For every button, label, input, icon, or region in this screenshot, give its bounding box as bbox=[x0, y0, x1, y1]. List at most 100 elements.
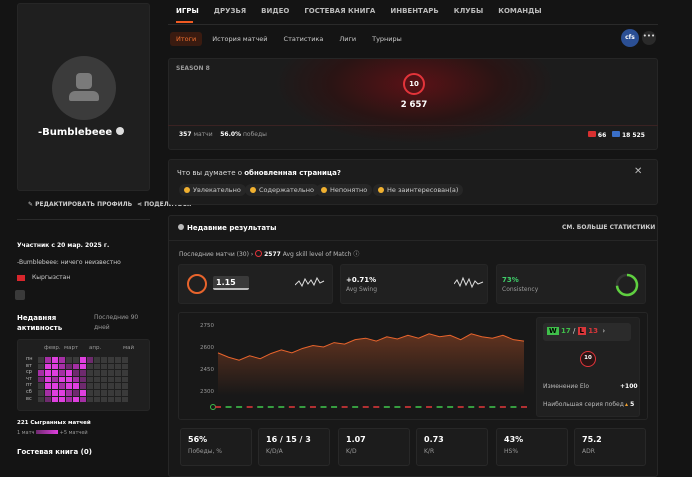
activity-cell bbox=[122, 390, 128, 396]
option-text: Не заинтересован(а) bbox=[387, 186, 459, 194]
activity-cell bbox=[52, 383, 58, 389]
survey-option[interactable]: Увлекательно bbox=[179, 184, 246, 196]
elo-change: +100 bbox=[620, 383, 638, 390]
activity-cell bbox=[73, 357, 79, 363]
swing-sparkline bbox=[454, 276, 484, 289]
nav-tab[interactable]: ИГРЫ bbox=[176, 7, 199, 15]
stat-label: K/D bbox=[346, 448, 357, 455]
season-stats: 357 матчи 56.0% победы bbox=[179, 131, 267, 138]
more-stats-link[interactable]: СМ. БОЛЬШЕ СТАТИСТИКИ bbox=[562, 224, 656, 231]
close-button[interactable]: ✕ bbox=[634, 166, 643, 177]
activity-cell bbox=[87, 383, 93, 389]
activity-cell bbox=[94, 357, 100, 363]
last-matches[interactable]: Последние матчи (30) bbox=[179, 251, 249, 258]
elo-change-label: Изменение Elo bbox=[543, 383, 590, 390]
edit-profile-button[interactable]: ✎ РЕДАКТИРОВАТЬ ПРОФИЛЬ bbox=[28, 201, 133, 208]
activity-title: Недавняя активность bbox=[17, 314, 63, 332]
activity-cell bbox=[59, 370, 65, 376]
activity-cell bbox=[38, 363, 44, 370]
sub-tab[interactable]: Турниры bbox=[372, 35, 402, 43]
sub-tab[interactable]: История матчей bbox=[212, 35, 268, 43]
day-label: вт bbox=[26, 362, 32, 369]
steam-icon[interactable] bbox=[15, 290, 25, 300]
survey-option[interactable]: Не заинтересован(а) bbox=[373, 184, 464, 196]
activity-cell bbox=[108, 363, 114, 370]
bio: -Bumblebeee: ничего неизвестно bbox=[17, 259, 121, 266]
matches-label: матчи bbox=[193, 131, 213, 138]
season-title: SEASON 8 bbox=[176, 65, 210, 72]
matches-count: 357 bbox=[179, 131, 192, 138]
recent-divider bbox=[168, 240, 658, 241]
activity-cell bbox=[66, 396, 72, 403]
activity-cell bbox=[94, 370, 100, 376]
activity-period: Последние 90 дней bbox=[94, 314, 139, 331]
activity-cell bbox=[80, 376, 86, 383]
nav-tab[interactable]: КОМАНДЫ bbox=[498, 7, 542, 15]
nav-tab[interactable]: КЛУБЫ bbox=[453, 7, 484, 15]
rating-value: 1.15 bbox=[213, 276, 249, 290]
stat-a: 66 bbox=[597, 132, 607, 139]
stat-value: 43% bbox=[504, 435, 524, 444]
activity-cell bbox=[73, 370, 79, 376]
activity-cell bbox=[108, 370, 114, 376]
sub-tab[interactable]: Лиги bbox=[339, 35, 357, 43]
activity-cell bbox=[73, 363, 79, 370]
avatar bbox=[52, 56, 116, 120]
rating-icon bbox=[187, 274, 207, 294]
survey-option[interactable]: Непонятно bbox=[316, 184, 373, 196]
activity-cell bbox=[108, 390, 114, 396]
day-label: пт bbox=[26, 382, 33, 389]
heatmap: февр. март апр. май пн вт ср чт пт сб вс bbox=[17, 339, 150, 411]
survey-option[interactable]: Содержательно bbox=[245, 184, 319, 196]
sub-tab[interactable]: Статистика bbox=[283, 35, 324, 43]
activity-cell bbox=[101, 383, 107, 389]
stat-card: 16 / 15 / 3 K/D/A bbox=[258, 428, 330, 466]
activity-cell bbox=[101, 370, 107, 376]
activity-cell bbox=[52, 363, 58, 370]
nav-tab[interactable]: ГОСТЕВАЯ КНИГА bbox=[304, 7, 376, 15]
avg-skill-row: Последние матчи (30) › 2577 Avg skill le… bbox=[179, 250, 360, 258]
option-icon bbox=[378, 187, 384, 193]
day-label: сб bbox=[26, 389, 32, 395]
nav-tab[interactable]: ИНВЕНТАРЬ bbox=[390, 7, 439, 15]
nav-tab[interactable]: ВИДЕО bbox=[261, 7, 290, 15]
swing-value: +0.71% bbox=[346, 276, 377, 284]
activity-cell bbox=[80, 390, 86, 396]
question-bold: обновленная страница? bbox=[244, 169, 341, 177]
share-button[interactable]: ⋖ ПОДЕЛИТЬСЯ bbox=[137, 201, 192, 208]
stat-value: 56% bbox=[188, 435, 208, 444]
sub-tab[interactable]: Итоги bbox=[170, 32, 203, 46]
y-tick-label: 2750 bbox=[200, 323, 214, 329]
guestbook: Гостевая книга (0) bbox=[17, 448, 92, 456]
nav-tab[interactable]: ДРУЗЬЯ bbox=[213, 7, 247, 15]
win-loss: W 17 / L 13 › bbox=[543, 323, 631, 341]
legend-min: 1 матч bbox=[17, 430, 35, 436]
country: Кыргызстан bbox=[32, 274, 71, 281]
consistency-card bbox=[496, 264, 646, 304]
option-icon bbox=[250, 187, 256, 193]
consistency-label: Consistency bbox=[502, 286, 539, 293]
activity-cell bbox=[94, 376, 100, 383]
day-label: пн bbox=[26, 356, 33, 362]
member-since: Участник с 20 мар. 2025 г. bbox=[17, 242, 110, 249]
team-badge[interactable]: cfs bbox=[621, 29, 639, 47]
avg-skill-label: Avg skill level of Match bbox=[282, 251, 352, 258]
month-label: апр. bbox=[89, 345, 102, 351]
summary-level: 10 bbox=[580, 351, 596, 367]
elo-chart: 2750 2600 2450 2300 bbox=[200, 323, 527, 410]
activity-cell bbox=[101, 376, 107, 383]
activity-cell bbox=[66, 363, 72, 370]
activity-legend: 1 матч +5 матчей bbox=[17, 430, 88, 436]
activity-cell bbox=[66, 383, 72, 389]
activity-cell bbox=[52, 376, 58, 383]
activity-cell bbox=[38, 357, 44, 363]
activity-cell bbox=[80, 357, 86, 363]
activity-cell bbox=[94, 396, 100, 403]
stat-label: K/D/A bbox=[266, 448, 283, 455]
stat-card: 75.2 ADR bbox=[574, 428, 646, 466]
activity-cell bbox=[122, 370, 128, 376]
activity-cell bbox=[87, 357, 93, 363]
more-button[interactable]: ••• bbox=[642, 31, 656, 45]
activity-cell bbox=[122, 376, 128, 383]
stat-value: 1.07 bbox=[346, 435, 366, 444]
